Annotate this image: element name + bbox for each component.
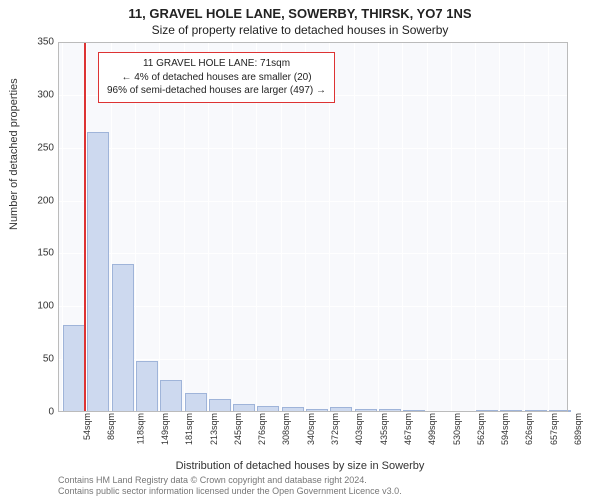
x-tick-label: 372sqm <box>330 413 340 445</box>
gridline-v <box>451 42 452 412</box>
y-tick-label: 350 <box>26 37 54 48</box>
title-line2: Size of property relative to detached ho… <box>0 23 600 37</box>
histogram-bar <box>525 410 547 412</box>
histogram-bar <box>476 410 498 412</box>
callout-line: 11 GRAVEL HOLE LANE: 71sqm <box>107 57 326 71</box>
attribution-footer: Contains HM Land Registry data © Crown c… <box>58 475 402 498</box>
histogram-bar <box>330 407 352 412</box>
histogram-bar <box>549 410 571 412</box>
x-tick-label: 594sqm <box>500 413 510 445</box>
histogram-bar <box>379 409 401 412</box>
x-tick-label: 308sqm <box>281 413 291 445</box>
histogram-bar <box>257 406 279 412</box>
histogram-bar <box>355 409 377 412</box>
gridline-v <box>402 42 403 412</box>
property-callout: 11 GRAVEL HOLE LANE: 71sqm← 4% of detach… <box>98 52 335 103</box>
x-tick-label: 276sqm <box>257 413 267 445</box>
plot-area: 05010015020025030035054sqm86sqm118sqm149… <box>58 42 568 412</box>
histogram-bar <box>233 404 255 412</box>
y-tick-label: 200 <box>26 195 54 206</box>
footer-line2: Contains public sector information licen… <box>58 486 402 498</box>
histogram-bar <box>306 409 328 412</box>
x-tick-label: 213sqm <box>209 413 219 445</box>
histogram-bar <box>209 399 231 412</box>
histogram-bar <box>185 393 207 412</box>
histogram-bar <box>160 380 182 412</box>
x-tick-label: 530sqm <box>452 413 462 445</box>
x-tick-label: 340sqm <box>306 413 316 445</box>
x-tick-label: 86sqm <box>106 413 116 440</box>
y-tick-label: 300 <box>26 89 54 100</box>
histogram-bar <box>500 410 522 412</box>
x-tick-label: 118sqm <box>135 413 145 444</box>
gridline-v <box>378 42 379 412</box>
x-tick-label: 626sqm <box>524 413 534 445</box>
x-tick-label: 689sqm <box>573 413 583 445</box>
x-tick-label: 149sqm <box>160 413 170 445</box>
histogram-bar <box>136 361 158 412</box>
gridline-v <box>475 42 476 412</box>
x-tick-label: 467sqm <box>403 413 413 445</box>
y-tick-label: 50 <box>26 354 54 365</box>
x-axis-label: Distribution of detached houses by size … <box>0 460 600 472</box>
callout-line: 96% of semi-detached houses are larger (… <box>107 84 326 98</box>
gridline-v <box>548 42 549 412</box>
histogram-bar <box>63 325 85 412</box>
x-tick-label: 562sqm <box>476 413 486 445</box>
y-tick-label: 0 <box>26 407 54 418</box>
histogram-bar <box>87 132 109 412</box>
title-line1: 11, GRAVEL HOLE LANE, SOWERBY, THIRSK, Y… <box>0 6 600 21</box>
histogram-bar <box>112 264 134 412</box>
callout-line: ← 4% of detached houses are smaller (20) <box>107 71 326 85</box>
gridline-v <box>499 42 500 412</box>
x-tick-label: 245sqm <box>233 413 243 445</box>
chart-title-block: 11, GRAVEL HOLE LANE, SOWERBY, THIRSK, Y… <box>0 0 600 37</box>
x-tick-label: 54sqm <box>82 413 92 440</box>
y-tick-label: 150 <box>26 248 54 259</box>
y-tick-label: 100 <box>26 301 54 312</box>
property-marker-line <box>84 42 86 412</box>
chart-area: 05010015020025030035054sqm86sqm118sqm149… <box>58 42 568 412</box>
x-tick-label: 181sqm <box>184 413 194 445</box>
gridline-v <box>524 42 525 412</box>
x-tick-label: 403sqm <box>354 413 364 445</box>
x-tick-label: 499sqm <box>427 413 437 445</box>
gridline-v <box>427 42 428 412</box>
histogram-bar <box>403 410 425 412</box>
gridline-v <box>354 42 355 412</box>
histogram-bar <box>282 407 304 412</box>
x-tick-label: 657sqm <box>549 413 559 445</box>
x-tick-label: 435sqm <box>379 413 389 445</box>
y-axis-label: Number of detached properties <box>8 78 20 230</box>
footer-line1: Contains HM Land Registry data © Crown c… <box>58 475 402 487</box>
y-tick-label: 250 <box>26 142 54 153</box>
